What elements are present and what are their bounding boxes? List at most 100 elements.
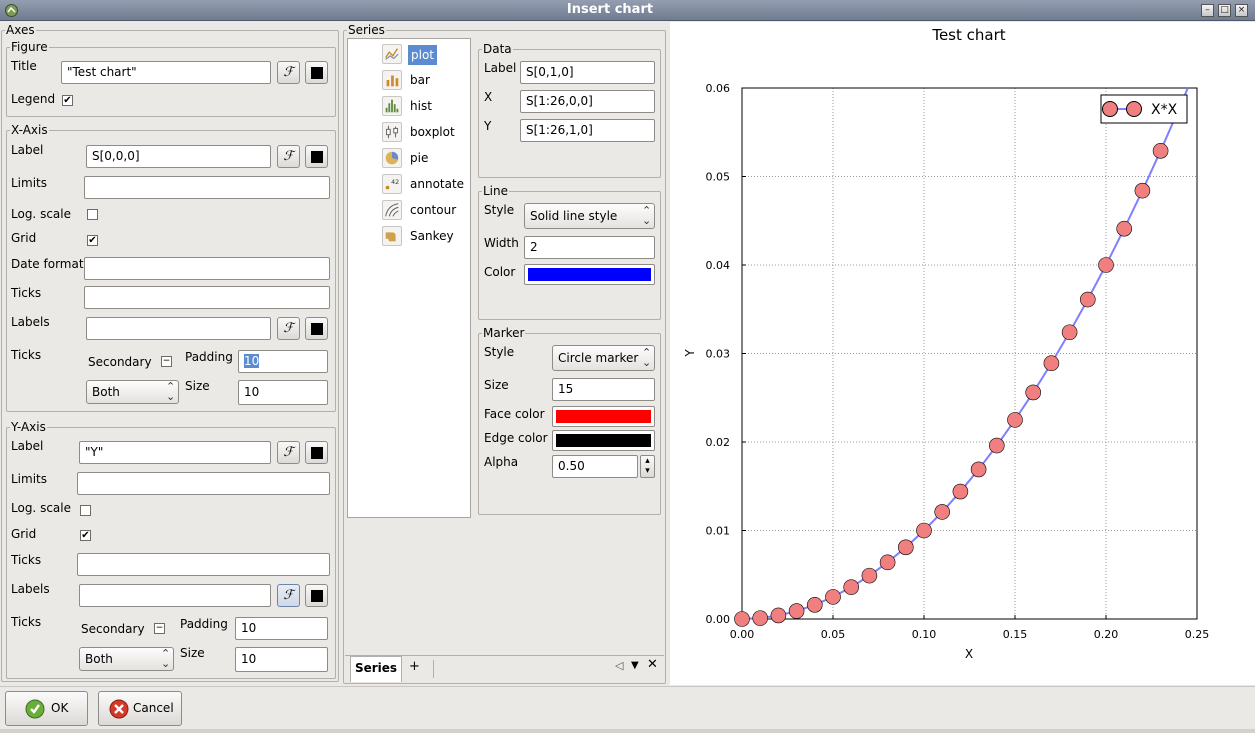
xaxis-ticks2-label: Ticks	[11, 348, 42, 362]
xaxis-padding-label: Padding	[185, 350, 233, 364]
line-color-button[interactable]	[524, 264, 655, 285]
yaxis-labels-color-button[interactable]	[305, 584, 328, 607]
y-tick-label: 0.05	[706, 171, 731, 184]
title-color-button[interactable]	[305, 61, 328, 84]
data-x-input[interactable]: S[1:26,0,0]	[520, 90, 655, 113]
yaxis-label-font-button[interactable]: ℱ	[277, 441, 300, 464]
yaxis-grid-checkbox[interactable]: ✔	[80, 530, 91, 541]
series-type-plot[interactable]: plot	[382, 44, 492, 66]
cancel-x-icon	[109, 699, 129, 719]
marker-edge-color-button[interactable]	[552, 430, 655, 451]
line-group	[478, 191, 661, 320]
xaxis-date-input[interactable]	[84, 257, 330, 280]
series-type-annotate[interactable]: 42 annotate	[382, 174, 492, 196]
series-type-sankey[interactable]: Sankey	[382, 226, 492, 248]
xaxis-secondary-label: Secondary	[88, 355, 152, 369]
maximize-button[interactable]: □	[1218, 4, 1231, 17]
series-type-label: contour	[410, 203, 457, 217]
marker-face-color-button[interactable]	[552, 406, 655, 427]
xaxis-log-checkbox[interactable]	[87, 209, 98, 220]
ok-button[interactable]: OK	[5, 691, 88, 726]
yaxis-labels-input[interactable]	[79, 584, 271, 607]
divider	[0, 686, 1255, 687]
series-tabbar	[345, 655, 664, 682]
marker-face-label: Face color	[484, 407, 545, 421]
xaxis-log-label: Log. scale	[11, 207, 71, 221]
line-style-select[interactable]: Solid line style ⌃ ⌄	[524, 203, 655, 229]
xaxis-ticks-which-value: Both	[92, 385, 120, 399]
xaxis-padding-input[interactable]: 10	[238, 350, 328, 373]
sankey-icon	[382, 226, 402, 246]
marker-size-input[interactable]: 15	[552, 378, 655, 401]
xaxis-labels-input[interactable]	[86, 317, 271, 340]
yaxis-label-input[interactable]: "Y"	[79, 441, 271, 464]
legend-marker	[1102, 101, 1118, 117]
legend-checkbox[interactable]: ✔	[62, 95, 73, 106]
yaxis-ticks-label: Ticks	[11, 553, 42, 567]
data-label-input[interactable]: S[0,1,0]	[520, 61, 655, 84]
tab-menu-chevron-down-icon[interactable]: ▼	[631, 660, 639, 671]
series-type-boxplot[interactable]: boxplot	[382, 122, 492, 144]
yaxis-ticks-input[interactable]	[77, 553, 330, 576]
color-swatch-black	[311, 447, 323, 459]
cancel-button[interactable]: Cancel	[98, 691, 182, 726]
tab-add[interactable]: +	[409, 659, 420, 674]
yaxis-log-checkbox[interactable]	[80, 505, 91, 516]
tab-close-icon[interactable]: ✕	[647, 657, 658, 672]
contour-icon	[382, 200, 402, 220]
marker-alpha-input[interactable]: 0.50	[552, 455, 638, 478]
close-window-button[interactable]: ×	[1235, 4, 1248, 17]
xaxis-label-font-button[interactable]: ℱ	[277, 145, 300, 168]
alpha-spinner[interactable]: ▴ ▾	[640, 455, 655, 478]
figure-title-input[interactable]: "Test chart"	[61, 61, 271, 84]
yaxis-secondary-checkbox[interactable]: −	[154, 623, 165, 634]
minimize-button[interactable]: –	[1201, 4, 1214, 17]
xaxis-label-input[interactable]: S[0,0,0]	[86, 145, 271, 168]
yaxis-limits-input[interactable]	[77, 472, 330, 495]
legend-label: Legend	[11, 92, 56, 106]
line-chart-icon	[382, 44, 402, 64]
window-bottom-edge	[0, 729, 1255, 733]
series-type-label: plot	[408, 45, 437, 65]
legend-label: X*X	[1151, 102, 1178, 118]
data-point	[1043, 355, 1060, 372]
color-swatch-black	[311, 323, 323, 335]
series-type-pie[interactable]: pie	[382, 148, 492, 170]
cancel-label: Cancel	[133, 701, 174, 715]
xaxis-secondary-checkbox[interactable]: −	[161, 356, 172, 367]
series-type-list[interactable]: plot bar hist boxplot pie 42 annotate co…	[347, 38, 471, 518]
data-point	[1079, 291, 1096, 308]
xaxis-labels-font-button[interactable]: ℱ	[277, 317, 300, 340]
series-type-hist[interactable]: hist	[382, 96, 492, 118]
yaxis-label-color-button[interactable]	[305, 441, 328, 464]
axes-panel-title: Axes	[5, 23, 36, 37]
spin-arrows-icon: ⌃ ⌄	[161, 647, 171, 670]
tab-series[interactable]: Series	[350, 656, 402, 682]
data-point	[898, 539, 914, 556]
data-point	[1061, 324, 1078, 341]
xaxis-labels-color-button[interactable]	[305, 317, 328, 340]
series-panel	[343, 30, 666, 684]
yaxis-labels-font-button[interactable]: ℱ	[277, 584, 300, 607]
window-titlebar	[0, 0, 1255, 21]
data-y-input[interactable]: S[1:26,1,0]	[520, 119, 655, 142]
xaxis-ticks-which-select[interactable]: Both ⌃ ⌄	[86, 380, 179, 404]
series-type-bar[interactable]: bar	[382, 70, 492, 92]
yaxis-labels-label: Labels	[11, 582, 50, 596]
plot-frame	[741, 87, 1198, 620]
yaxis-padding-input[interactable]: 10	[235, 617, 328, 640]
yaxis-ticks-which-select[interactable]: Both ⌃ ⌄	[79, 647, 174, 671]
xaxis-grid-checkbox[interactable]: ✔	[87, 235, 98, 246]
tab-scroll-left-icon[interactable]: ◁	[615, 659, 624, 672]
line-width-input[interactable]: 2	[524, 236, 655, 259]
data-point	[734, 611, 750, 627]
data-point	[934, 504, 951, 520]
marker-style-select[interactable]: Circle marker ⌃ ⌄	[552, 345, 655, 371]
xaxis-ticks-input[interactable]	[84, 286, 330, 309]
series-type-contour[interactable]: contour	[382, 200, 492, 222]
xaxis-label-color-button[interactable]	[305, 145, 328, 168]
xaxis-limits-input[interactable]	[84, 176, 330, 199]
title-font-button[interactable]: ℱ	[277, 61, 300, 84]
yaxis-size-input[interactable]: 10	[235, 647, 328, 672]
xaxis-size-input[interactable]: 10	[238, 380, 328, 405]
